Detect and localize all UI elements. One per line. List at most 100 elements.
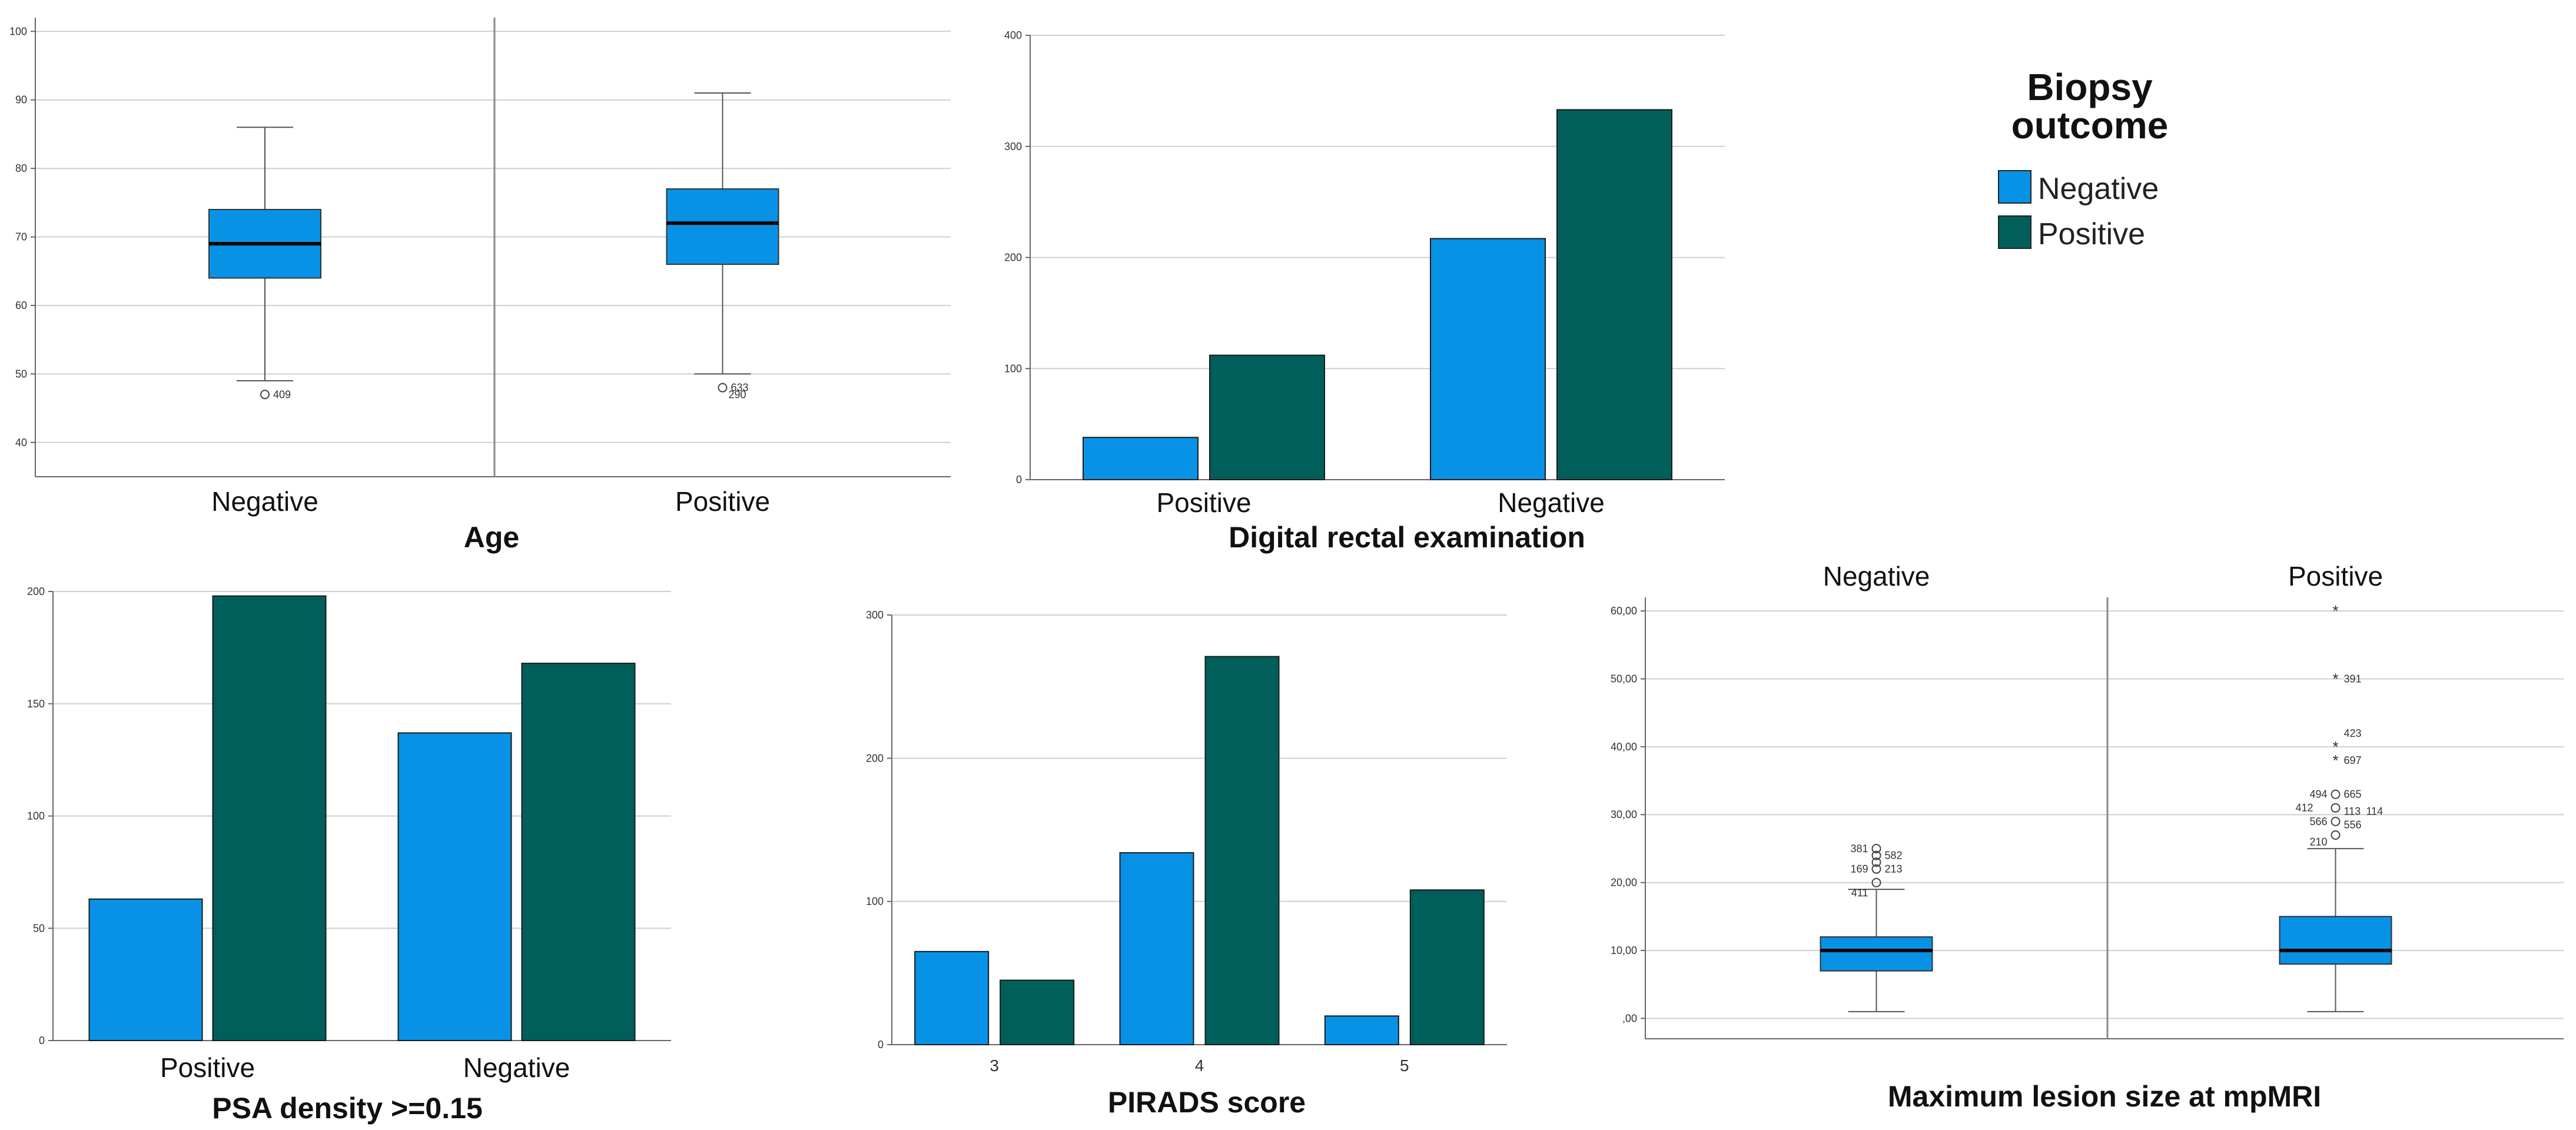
outlier-point <box>1871 850 1881 860</box>
y-tick-label: 10,00 <box>1611 945 1637 956</box>
category-label: 4 <box>1195 1056 1204 1075</box>
category-label: Negative <box>1498 487 1605 518</box>
legend-swatch-negative <box>1998 170 2031 204</box>
y-tick-label: 100 <box>27 810 45 822</box>
outlier-point <box>2331 816 2341 826</box>
outlier-label: 556 <box>2344 819 2362 831</box>
bar-positive-negative <box>1556 109 1672 480</box>
box-positive <box>2279 916 2392 965</box>
outlier-point <box>260 390 270 400</box>
outlier-label: 633 <box>731 382 749 394</box>
y-tick-label: 90 <box>15 94 27 106</box>
y-tick-label: 40 <box>15 437 27 448</box>
category-label: 3 <box>990 1056 999 1075</box>
bar-positive-3 <box>1000 979 1075 1045</box>
lesion-size-chart: ,00 10,00 20,00 30,00 40,00 50,00 60,00 381 582 1… <box>1611 561 2564 1113</box>
outlier-label: 114 <box>2366 805 2384 817</box>
chart-title: Age <box>464 521 519 554</box>
bar-negative-3 <box>914 950 990 1046</box>
y-tick-label: 100 <box>866 896 884 908</box>
outlier-point <box>2331 789 2341 799</box>
outlier-label: 697 <box>2344 755 2362 766</box>
legend-label-negative: Negative <box>2038 172 2159 206</box>
bar-positive-positive <box>1209 354 1325 480</box>
box-negative <box>1820 936 1933 972</box>
chart-title: Maximum lesion size at mpMRI <box>1888 1080 2321 1113</box>
box-positive <box>666 188 779 265</box>
outlier-label: 290 <box>729 389 746 401</box>
y-tick-label: 70 <box>15 231 27 243</box>
y-tick-label: 200 <box>1004 252 1022 264</box>
y-tick-label: 60 <box>15 300 27 311</box>
bar-negative-positive <box>1083 437 1199 481</box>
panel-label: Positive <box>2288 561 2383 591</box>
bar-negative-4 <box>1119 852 1194 1046</box>
y-tick-label: 30,00 <box>1611 809 1637 820</box>
y-tick-label: 50 <box>33 922 45 934</box>
outlier-point <box>2331 803 2341 813</box>
category-label: Positive <box>160 1052 255 1083</box>
y-tick-label: 100 <box>9 25 27 37</box>
y-tick-label: 0 <box>39 1035 45 1046</box>
y-tick-label: 150 <box>27 698 45 710</box>
bar-positive-5 <box>1409 889 1485 1045</box>
y-tick-label: 200 <box>27 586 45 597</box>
outlier-point <box>718 383 728 393</box>
legend-label-positive: Positive <box>2038 217 2145 251</box>
y-tick-label: 200 <box>866 752 884 764</box>
outlier-point <box>1871 864 1881 874</box>
y-tick-label: 60,00 <box>1611 605 1637 617</box>
outlier-point <box>1871 858 1881 867</box>
pirads-chart: 0 100 200 300 3 4 5 PIRADS score <box>866 609 1507 1119</box>
bar-positive-negative <box>521 663 636 1041</box>
y-tick-label: 300 <box>866 609 884 621</box>
outlier-label: 169 <box>1850 863 1868 875</box>
outlier-label: 582 <box>1885 849 1903 861</box>
legend-swatch-positive <box>1998 215 2031 249</box>
panel-label: Positive <box>675 486 770 517</box>
bar-positive-positive <box>212 595 327 1041</box>
chart-title: Digital rectal examination <box>1229 521 1585 554</box>
y-tick-label: 0 <box>1016 474 1022 486</box>
category-label: Negative <box>463 1052 570 1083</box>
category-label: Positive <box>1156 487 1251 518</box>
y-tick-label: 300 <box>1004 141 1022 152</box>
y-tick-label: 100 <box>1004 363 1022 374</box>
outlier-label: 412 <box>2295 802 2313 814</box>
extreme-point: * <box>2332 670 2338 687</box>
y-tick-label: 80 <box>15 162 27 174</box>
extreme-point: * <box>2332 752 2338 769</box>
y-tick-label: 0 <box>878 1039 884 1051</box>
y-tick-label: 50,00 <box>1611 673 1637 684</box>
chart-title: PIRADS score <box>1108 1086 1306 1119</box>
outlier-point <box>1871 843 1881 853</box>
outlier-label: 210 <box>2309 836 2327 848</box>
outlier-label: 494 <box>2309 789 2327 800</box>
psa-density-chart: 0 50 100 150 200 Positive Negative PSA density … <box>27 586 671 1125</box>
outlier-label: 213 <box>1885 863 1903 875</box>
legend: Biopsy outcome Negative Positive <box>1998 66 2169 251</box>
extreme-point: * <box>2332 602 2338 620</box>
panel-label: Negative <box>211 486 318 517</box>
y-tick-label: ,00 <box>1622 1012 1637 1024</box>
y-tick-label: 400 <box>1004 29 1022 41</box>
bar-negative-negative <box>397 732 512 1041</box>
legend-title-line1: Biopsy <box>2027 66 2153 108</box>
bar-negative-5 <box>1324 1015 1399 1046</box>
y-tick-label: 50 <box>15 368 27 380</box>
outlier-point <box>2331 830 2341 840</box>
bar-negative-negative <box>1430 238 1546 480</box>
outlier-label: 391 <box>2344 673 2362 684</box>
outlier-point <box>1871 878 1881 888</box>
outlier-label: 566 <box>2309 816 2327 827</box>
outlier-label: 409 <box>273 388 291 400</box>
category-label: 5 <box>1400 1056 1409 1075</box>
outlier-label: 381 <box>1850 843 1868 855</box>
chart-title: PSA density >=0.15 <box>212 1092 483 1125</box>
extreme-point: * <box>2332 738 2338 756</box>
legend-title-line2: outcome <box>2011 104 2169 147</box>
panel-label: Negative <box>1823 561 1930 591</box>
